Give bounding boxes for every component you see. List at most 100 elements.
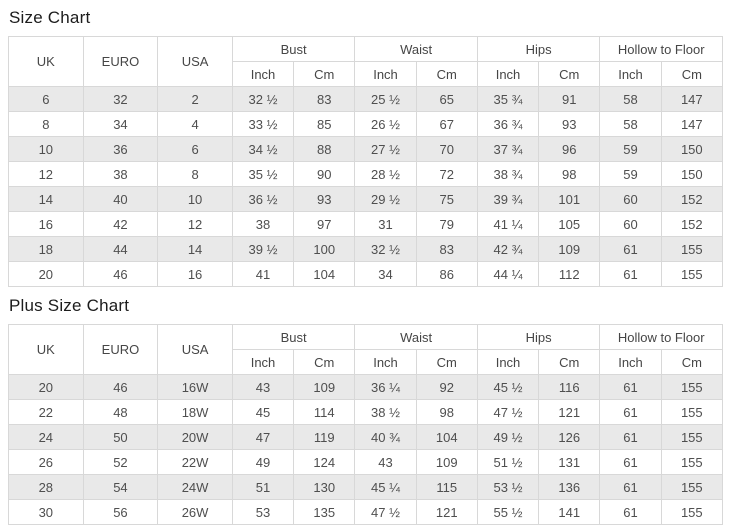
table-cell: 152	[660, 211, 724, 237]
table-row: 24 50 20W 47 119 40 ¾ 104 49 ½ 126 61 155	[8, 424, 724, 450]
table-cell: 98	[415, 399, 478, 425]
table-cell: 45 ¼	[354, 474, 417, 500]
table-cell: 28 ½	[354, 161, 417, 187]
table-cell: 46	[82, 261, 159, 287]
unit-header-inch: Inch	[231, 61, 295, 87]
table-cell: 121	[538, 399, 601, 425]
table-cell: 152	[660, 186, 724, 212]
column-header-euro: EURO	[82, 324, 159, 375]
unit-header-cm: Cm	[415, 61, 478, 87]
table-cell: 26	[8, 449, 84, 475]
table-cell: 35 ¾	[476, 86, 540, 112]
table-cell: 155	[660, 474, 724, 500]
table-row: 28 54 24W 51 130 45 ¼ 115 53 ½ 136 61 155	[8, 474, 724, 500]
table-row: 30 56 26W 53 135 47 ½ 121 55 ½ 141 61 155	[8, 499, 724, 525]
table-cell: 45	[231, 399, 295, 425]
table-cell: 61	[599, 374, 662, 400]
table-cell: 36 ¾	[476, 111, 540, 137]
header-row-units: Inch Cm Inch Cm Inch Cm Inch Cm	[9, 349, 724, 375]
table-row: 14 40 10 36 ½ 93 29 ½ 75 39 ¾ 101 60 152	[8, 186, 724, 212]
unit-header-inch: Inch	[354, 61, 417, 87]
table-cell: 30	[8, 499, 84, 525]
table-cell: 109	[293, 374, 356, 400]
table-cell: 155	[660, 499, 724, 525]
unit-header-cm: Cm	[538, 61, 601, 87]
column-header-usa: USA	[157, 324, 233, 375]
table-cell: 40 ¾	[354, 424, 417, 450]
table-cell: 126	[538, 424, 601, 450]
unit-header-cm: Cm	[538, 349, 601, 375]
table-cell: 42 ¾	[476, 236, 540, 262]
table-cell: 47 ½	[476, 399, 540, 425]
table-cell: 16	[157, 261, 233, 287]
column-header-uk: UK	[8, 36, 84, 87]
table-cell: 20	[8, 261, 84, 287]
table-cell: 155	[660, 449, 724, 475]
table-cell: 50	[82, 424, 159, 450]
table-cell: 18	[8, 236, 84, 262]
table-cell: 61	[599, 449, 662, 475]
table-row: 6 32 2 32 ½ 83 25 ½ 65 35 ¾ 91 58 147	[8, 86, 724, 112]
table-cell: 32 ½	[231, 86, 295, 112]
table-row: 10 36 6 34 ½ 88 27 ½ 70 37 ¾ 96 59 150	[8, 136, 724, 162]
table-cell: 91	[538, 86, 601, 112]
column-group-hips: Hips	[476, 324, 601, 350]
table-cell: 109	[415, 449, 478, 475]
table-cell: 70	[415, 136, 478, 162]
table-cell: 41 ¼	[476, 211, 540, 237]
table-row: 18 44 14 39 ½ 100 32 ½ 83 42 ¾ 109 61 155	[8, 236, 724, 262]
table-cell: 86	[415, 261, 478, 287]
table-cell: 38	[231, 211, 295, 237]
table-cell: 33 ½	[231, 111, 295, 137]
table-cell: 114	[293, 399, 356, 425]
table-cell: 100	[293, 236, 356, 262]
table-cell: 8	[8, 111, 84, 137]
table-cell: 32	[82, 86, 159, 112]
table-cell: 53 ½	[476, 474, 540, 500]
unit-header-cm: Cm	[293, 61, 356, 87]
table-cell: 42	[82, 211, 159, 237]
table-cell: 43	[231, 374, 295, 400]
table-cell: 58	[599, 111, 662, 137]
table-cell: 46	[82, 374, 159, 400]
table-row: 22 48 18W 45 114 38 ½ 98 47 ½ 121 61 155	[8, 399, 724, 425]
table-cell: 147	[660, 111, 724, 137]
table-cell: 51	[231, 474, 295, 500]
table-cell: 155	[660, 236, 724, 262]
table-row: 20 46 16W 43 109 36 ¼ 92 45 ½ 116 61 155	[8, 374, 724, 400]
table-cell: 20W	[157, 424, 233, 450]
table-cell: 59	[599, 136, 662, 162]
unit-header-cm: Cm	[660, 349, 724, 375]
plus-size-chart-head: UK EURO USA Bust Waist Hips Hollow to Floor Inc…	[8, 324, 724, 375]
table-cell: 147	[660, 86, 724, 112]
header-row-groups: UK EURO USA Bust Waist Hips Hollow to Floor	[8, 324, 723, 375]
table-cell: 83	[293, 86, 356, 112]
table-row: 16 42 12 38 97 31 79 41 ¼ 105 60 152	[8, 211, 724, 237]
table-cell: 2	[157, 86, 233, 112]
table-cell: 44 ¼	[476, 261, 540, 287]
table-cell: 31	[354, 211, 417, 237]
table-cell: 109	[538, 236, 601, 262]
table-row: 26 52 22W 49 124 43 109 51 ½ 131 61 155	[8, 449, 724, 475]
table-cell: 8	[157, 161, 233, 187]
table-cell: 47 ½	[354, 499, 417, 525]
unit-header-inch: Inch	[599, 349, 662, 375]
unit-header-inch: Inch	[599, 61, 662, 87]
table-cell: 131	[538, 449, 601, 475]
table-cell: 61	[599, 499, 662, 525]
table-cell: 105	[538, 211, 601, 237]
size-chart-body: 6 32 2 32 ½ 83 25 ½ 65 35 ¾ 91 58 147 8 34 4 33 ½ 85 26 …	[8, 86, 724, 287]
column-group-bust: Bust	[231, 36, 356, 62]
table-cell: 10	[157, 186, 233, 212]
table-cell: 49	[231, 449, 295, 475]
table-cell: 98	[538, 161, 601, 187]
table-row: 12 38 8 35 ½ 90 28 ½ 72 38 ¾ 98 59 150	[8, 161, 724, 187]
table-cell: 48	[82, 399, 159, 425]
table-cell: 72	[415, 161, 478, 187]
table-cell: 25 ½	[354, 86, 417, 112]
table-cell: 119	[293, 424, 356, 450]
table-cell: 150	[660, 161, 724, 187]
table-cell: 53	[231, 499, 295, 525]
column-group-waist: Waist	[354, 324, 478, 350]
table-cell: 124	[293, 449, 356, 475]
